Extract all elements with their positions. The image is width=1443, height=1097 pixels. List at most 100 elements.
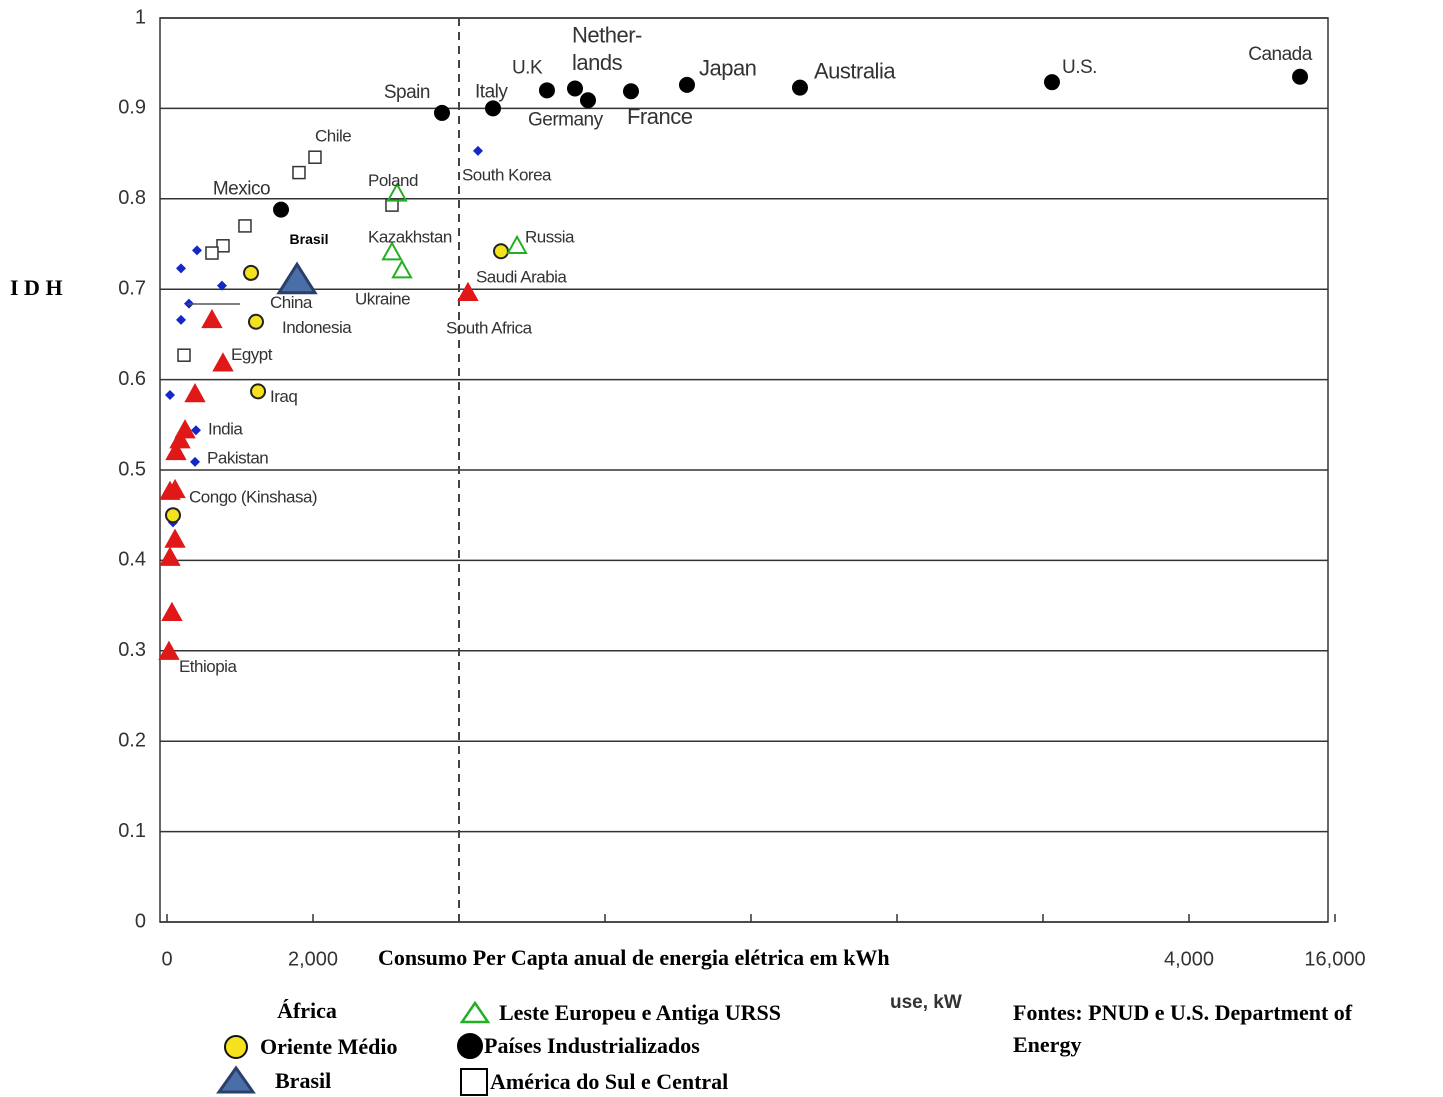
- point-label: China: [270, 293, 313, 312]
- point: [190, 456, 201, 467]
- y-tick-label: 0: [135, 910, 146, 932]
- point: [457, 281, 479, 302]
- point: [250, 383, 267, 400]
- point: [212, 352, 234, 372]
- x-tick-label: 2,000: [288, 948, 338, 970]
- point-label: Iraq: [270, 387, 297, 406]
- point: [164, 528, 186, 548]
- point-label: Japan: [699, 56, 756, 81]
- point: [176, 314, 187, 325]
- point: [506, 234, 528, 255]
- point: [192, 245, 203, 256]
- point-label: Saudi Arabia: [476, 268, 567, 287]
- y-tick-label: 0.5: [118, 458, 146, 480]
- point: [158, 640, 180, 660]
- point-label: Nether-lands: [572, 22, 642, 75]
- point: [386, 182, 408, 202]
- point-label: Italy: [475, 81, 508, 102]
- legend-item: América do Sul e Central: [460, 1068, 728, 1096]
- point: [177, 348, 191, 362]
- legend-marker: [216, 1065, 256, 1094]
- label-box: [265, 227, 330, 256]
- point: [165, 440, 187, 461]
- point-label: Russia: [525, 227, 575, 246]
- y-tick-label: 0.2: [118, 729, 146, 751]
- legend-label: Brasil: [275, 1068, 331, 1093]
- point-label: South Africa: [446, 318, 533, 337]
- point: [161, 601, 183, 622]
- point-label: Ukraine: [355, 290, 410, 309]
- point: [159, 546, 181, 566]
- legend-label: Países Industrializados: [484, 1033, 700, 1058]
- legend-label: África: [277, 998, 337, 1023]
- source-note: Fontes: PNUD e U.S. Department of Energy: [1013, 1000, 1353, 1057]
- point: [308, 150, 322, 164]
- point: [216, 239, 230, 253]
- point-label: Germany: [528, 109, 604, 130]
- point: [216, 280, 227, 291]
- x-axis-title: Consumo Per Capta anual de energia elétr…: [378, 945, 890, 970]
- point: [184, 383, 206, 403]
- point: [433, 104, 450, 121]
- point-label: U.K: [512, 57, 543, 78]
- y-axis-title: I D H: [10, 275, 63, 300]
- point: [472, 145, 483, 156]
- point: [791, 79, 808, 96]
- point-label: Ethiopia: [179, 657, 237, 676]
- point-label: Pakistan: [207, 448, 268, 467]
- point: [276, 261, 318, 295]
- point-label: Poland: [368, 171, 418, 190]
- legend-item: Oriente Médio: [224, 1034, 397, 1059]
- point: [164, 389, 175, 400]
- point: [292, 165, 306, 180]
- point-label: India: [208, 420, 243, 439]
- point: [538, 82, 555, 99]
- point: [492, 243, 509, 260]
- point-label: Spain: [384, 82, 430, 103]
- legend-item: Países Industrializados: [457, 1033, 700, 1059]
- legend-item: Brasil: [216, 1065, 331, 1094]
- point-label: Congo (Kinshasa): [189, 487, 317, 506]
- plot-frame: [159, 17, 1329, 923]
- y-tick-label: 0.9: [118, 97, 146, 119]
- point: [190, 425, 201, 436]
- y-tick-label: 0.7: [118, 277, 146, 299]
- x-title-box: [372, 940, 1002, 978]
- point: [176, 263, 187, 274]
- legend-marker: [460, 1068, 488, 1096]
- point: [1043, 74, 1060, 91]
- point-label: Canada: [1248, 44, 1312, 65]
- x-tick-label: 0: [161, 948, 172, 970]
- y-tick-label: 1: [135, 6, 146, 28]
- legend-label: Oriente Médio: [260, 1034, 397, 1059]
- legend-marker: [224, 1035, 248, 1059]
- legend-label: América do Sul e Central: [490, 1069, 728, 1094]
- legend-item: Leste Europeu e Antiga URSS: [459, 1000, 781, 1025]
- point: [622, 83, 639, 100]
- point: [205, 246, 219, 260]
- point: [566, 80, 583, 97]
- y-tick-label: 0.3: [118, 639, 146, 661]
- point: [1292, 68, 1309, 85]
- point: [485, 100, 502, 117]
- y-tick-label: 0.8: [118, 187, 146, 209]
- point: [381, 241, 403, 261]
- point-label: France: [627, 104, 693, 129]
- point-label: U.S.: [1062, 57, 1097, 78]
- point-label: Egypt: [231, 345, 273, 364]
- point-label: Brasil: [290, 231, 329, 247]
- point: [243, 264, 260, 281]
- point: [678, 76, 695, 93]
- point: [201, 308, 223, 329]
- point-label: Indonesia: [282, 318, 352, 337]
- point: [273, 201, 290, 218]
- y-tick-label: 0.6: [118, 368, 146, 390]
- point-label: Chile: [315, 127, 351, 146]
- point: [159, 480, 181, 500]
- legend-marker: [457, 1033, 483, 1059]
- point-label: South Korea: [462, 165, 552, 184]
- point-label: Mexico: [213, 179, 270, 200]
- x-tick-label: 4,000: [1164, 948, 1214, 970]
- point: [391, 259, 413, 279]
